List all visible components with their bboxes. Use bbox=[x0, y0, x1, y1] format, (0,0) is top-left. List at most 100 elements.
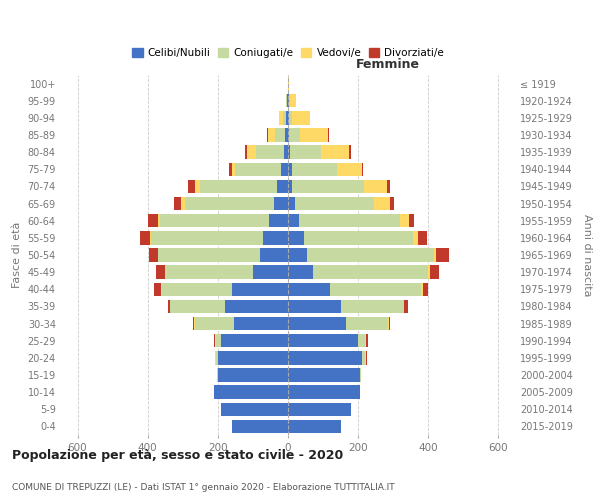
Bar bbox=[195, 317, 233, 330]
Y-axis label: Fasce di età: Fasce di età bbox=[12, 222, 22, 288]
Bar bbox=[154, 282, 161, 296]
Bar bbox=[436, 248, 449, 262]
Bar bbox=[288, 197, 295, 210]
Bar bbox=[162, 282, 232, 296]
Bar bbox=[281, 162, 288, 176]
Bar bbox=[374, 197, 390, 210]
Bar bbox=[253, 266, 288, 279]
Bar bbox=[400, 214, 409, 228]
Bar bbox=[286, 111, 288, 124]
Bar bbox=[284, 146, 288, 159]
Bar bbox=[185, 197, 274, 210]
Bar bbox=[362, 162, 364, 176]
Bar bbox=[200, 180, 277, 193]
Bar bbox=[215, 351, 216, 364]
Bar bbox=[364, 180, 387, 193]
Bar bbox=[289, 111, 292, 124]
Bar bbox=[313, 266, 428, 279]
Bar bbox=[269, 214, 288, 228]
Bar bbox=[288, 231, 304, 244]
Bar bbox=[221, 334, 288, 347]
Bar bbox=[349, 146, 351, 159]
Bar bbox=[288, 300, 341, 313]
Bar bbox=[216, 351, 218, 364]
Bar bbox=[275, 128, 285, 141]
Bar bbox=[434, 248, 436, 262]
Bar bbox=[158, 214, 160, 228]
Bar bbox=[288, 111, 289, 124]
Bar bbox=[193, 317, 194, 330]
Bar bbox=[188, 180, 195, 193]
Legend: Celibi/Nubili, Coniugati/e, Vedovi/e, Divorziati/e: Celibi/Nubili, Coniugati/e, Vedovi/e, Di… bbox=[128, 44, 448, 62]
Bar bbox=[174, 197, 181, 210]
Bar bbox=[158, 248, 260, 262]
Bar bbox=[360, 368, 361, 382]
Bar bbox=[245, 146, 247, 159]
Bar bbox=[288, 214, 299, 228]
Bar bbox=[288, 351, 362, 364]
Bar bbox=[232, 162, 235, 176]
Bar bbox=[307, 248, 434, 262]
Bar bbox=[328, 128, 329, 141]
Bar bbox=[295, 197, 374, 210]
Bar bbox=[288, 266, 313, 279]
Bar bbox=[266, 128, 268, 141]
Bar bbox=[288, 180, 292, 193]
Bar bbox=[285, 128, 288, 141]
Bar bbox=[287, 94, 288, 108]
Bar bbox=[164, 266, 165, 279]
Bar bbox=[218, 351, 288, 364]
Bar bbox=[194, 317, 195, 330]
Bar bbox=[387, 180, 391, 193]
Text: COMUNE DI TREPUZZI (LE) - Dati ISTAT 1° gennaio 2020 - Elaborazione TUTTITALIA.I: COMUNE DI TREPUZZI (LE) - Dati ISTAT 1° … bbox=[12, 484, 395, 492]
Bar bbox=[423, 282, 428, 296]
Bar bbox=[428, 266, 430, 279]
Bar bbox=[217, 368, 218, 382]
Bar bbox=[290, 146, 322, 159]
Bar bbox=[286, 94, 287, 108]
Bar bbox=[221, 402, 288, 416]
Bar bbox=[214, 386, 288, 399]
Bar bbox=[358, 334, 365, 347]
Bar bbox=[218, 368, 288, 382]
Bar bbox=[216, 334, 221, 347]
Bar bbox=[421, 282, 423, 296]
Bar bbox=[288, 420, 341, 433]
Bar bbox=[292, 162, 337, 176]
Bar bbox=[409, 214, 414, 228]
Bar bbox=[365, 334, 366, 347]
Bar bbox=[322, 146, 349, 159]
Bar bbox=[288, 368, 360, 382]
Bar bbox=[288, 282, 330, 296]
Bar bbox=[256, 146, 284, 159]
Bar bbox=[366, 334, 368, 347]
Bar bbox=[288, 334, 358, 347]
Bar bbox=[151, 231, 263, 244]
Bar bbox=[299, 214, 400, 228]
Bar bbox=[289, 128, 299, 141]
Bar bbox=[365, 351, 366, 364]
Bar bbox=[288, 248, 307, 262]
Bar bbox=[268, 128, 275, 141]
Bar bbox=[292, 180, 364, 193]
Bar bbox=[362, 351, 365, 364]
Text: Femmine: Femmine bbox=[356, 58, 421, 71]
Bar bbox=[292, 111, 310, 124]
Bar bbox=[160, 214, 269, 228]
Bar bbox=[263, 231, 288, 244]
Bar bbox=[346, 317, 388, 330]
Bar bbox=[288, 162, 292, 176]
Bar bbox=[149, 248, 158, 262]
Bar bbox=[279, 111, 283, 124]
Bar bbox=[165, 266, 253, 279]
Bar bbox=[229, 162, 232, 176]
Bar bbox=[161, 282, 162, 296]
Text: Popolazione per età, sesso e stato civile - 2020: Popolazione per età, sesso e stato civil… bbox=[12, 450, 343, 462]
Bar bbox=[430, 266, 439, 279]
Bar bbox=[288, 317, 346, 330]
Bar bbox=[404, 300, 408, 313]
Bar bbox=[366, 351, 367, 364]
Bar bbox=[337, 162, 362, 176]
Bar bbox=[299, 128, 328, 141]
Y-axis label: Anni di nascita: Anni di nascita bbox=[583, 214, 592, 296]
